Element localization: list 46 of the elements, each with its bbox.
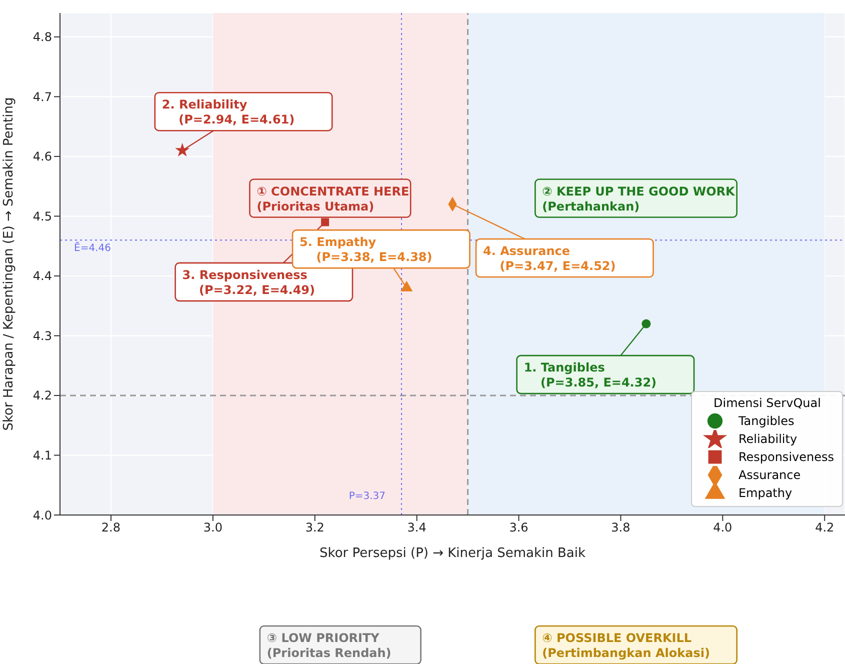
annotation: 1. Tangibles (P=3.85, E=4.32) [524, 360, 657, 390]
legend-label: Tangibles [738, 414, 794, 428]
point [175, 142, 190, 157]
point [642, 319, 651, 328]
annotation: ② KEEP UP THE GOOD WORK (Pertahankan) [542, 184, 736, 214]
x-tick-label: 2.8 [101, 520, 121, 535]
legend-label: Assurance [738, 468, 801, 482]
x-tick-label: 3.4 [407, 520, 426, 535]
callout-box: 1. Tangibles (P=3.85, E=4.32) [516, 354, 695, 394]
y-tick-label: 4.3 [32, 328, 52, 343]
point [321, 218, 330, 226]
y-tick-label: 4.6 [32, 150, 52, 164]
x-tick-label: 4.2 [815, 520, 834, 535]
annotation: 5. Empathy (P=3.38, E=4.38) [300, 235, 432, 264]
x-tick-label: 3.6 [509, 520, 528, 535]
annotation: 2. Reliability (P=2.94, E=4.61) [162, 98, 295, 127]
y-tick-label: 4.0 [32, 508, 52, 522]
y-tick-label: 4.1 [32, 448, 52, 462]
legend-label: Responsiveness [738, 450, 834, 464]
callout-box: ① CONCENTRATE HERE (Prioritas Utama) [249, 178, 412, 218]
callout-box: 2. Reliability (P=2.94, E=4.61) [154, 92, 333, 132]
annotation: 3. Responsiveness (P=3.22, E=4.49) [182, 268, 316, 297]
ref-line-label: P=3.37 [348, 491, 386, 502]
legend-label: Empathy [738, 486, 792, 500]
y-tick-label: 4.4 [32, 269, 52, 284]
callout-box: ④ POSSIBLE OVERKILL (Pertimbangkan Alokasi) [534, 625, 738, 664]
x-tick-label: 3.8 [611, 520, 630, 535]
y-tick-label: 4.2 [32, 388, 52, 403]
annotation: 4. Assurance (P=3.47, E=4.52) [483, 244, 616, 274]
y-axis-title: Skor Harapan / Kepentingan (E) → Semakin Penting [2, 97, 17, 431]
callout-box: ③ LOW PRIORITY (Prioritas Rendah) [259, 625, 422, 664]
y-tick-label: 4.7 [32, 90, 52, 104]
x-tick-label: 3.2 [305, 520, 324, 535]
legend-label: Reliability [738, 432, 798, 446]
y-tick-label: 4.5 [32, 209, 52, 224]
x-tick-label: 3.0 [203, 520, 222, 535]
legend-title: Dimensi ServQual [712, 396, 822, 410]
x-tick-label: 4.0 [713, 520, 732, 535]
callout-box: 5. Empathy (P=3.38, E=4.38) [292, 229, 470, 269]
callout-box: 4. Assurance (P=3.47, E=4.52) [475, 238, 654, 278]
ref-line-label: Ē=4.46 [74, 242, 111, 254]
callout-box: ② KEEP UP THE GOOD WORK (Pertahankan) [534, 178, 738, 218]
callout-box: 3. Responsiveness (P=3.22, E=4.49) [174, 262, 354, 302]
y-tick-label: 4.8 [32, 30, 52, 44]
x-axis-title: Skor Persepsi (P) → Kinerja Semakin Baik [320, 546, 586, 561]
annotation: ① CONCENTRATE HERE (Prioritas Utama) [256, 184, 410, 214]
